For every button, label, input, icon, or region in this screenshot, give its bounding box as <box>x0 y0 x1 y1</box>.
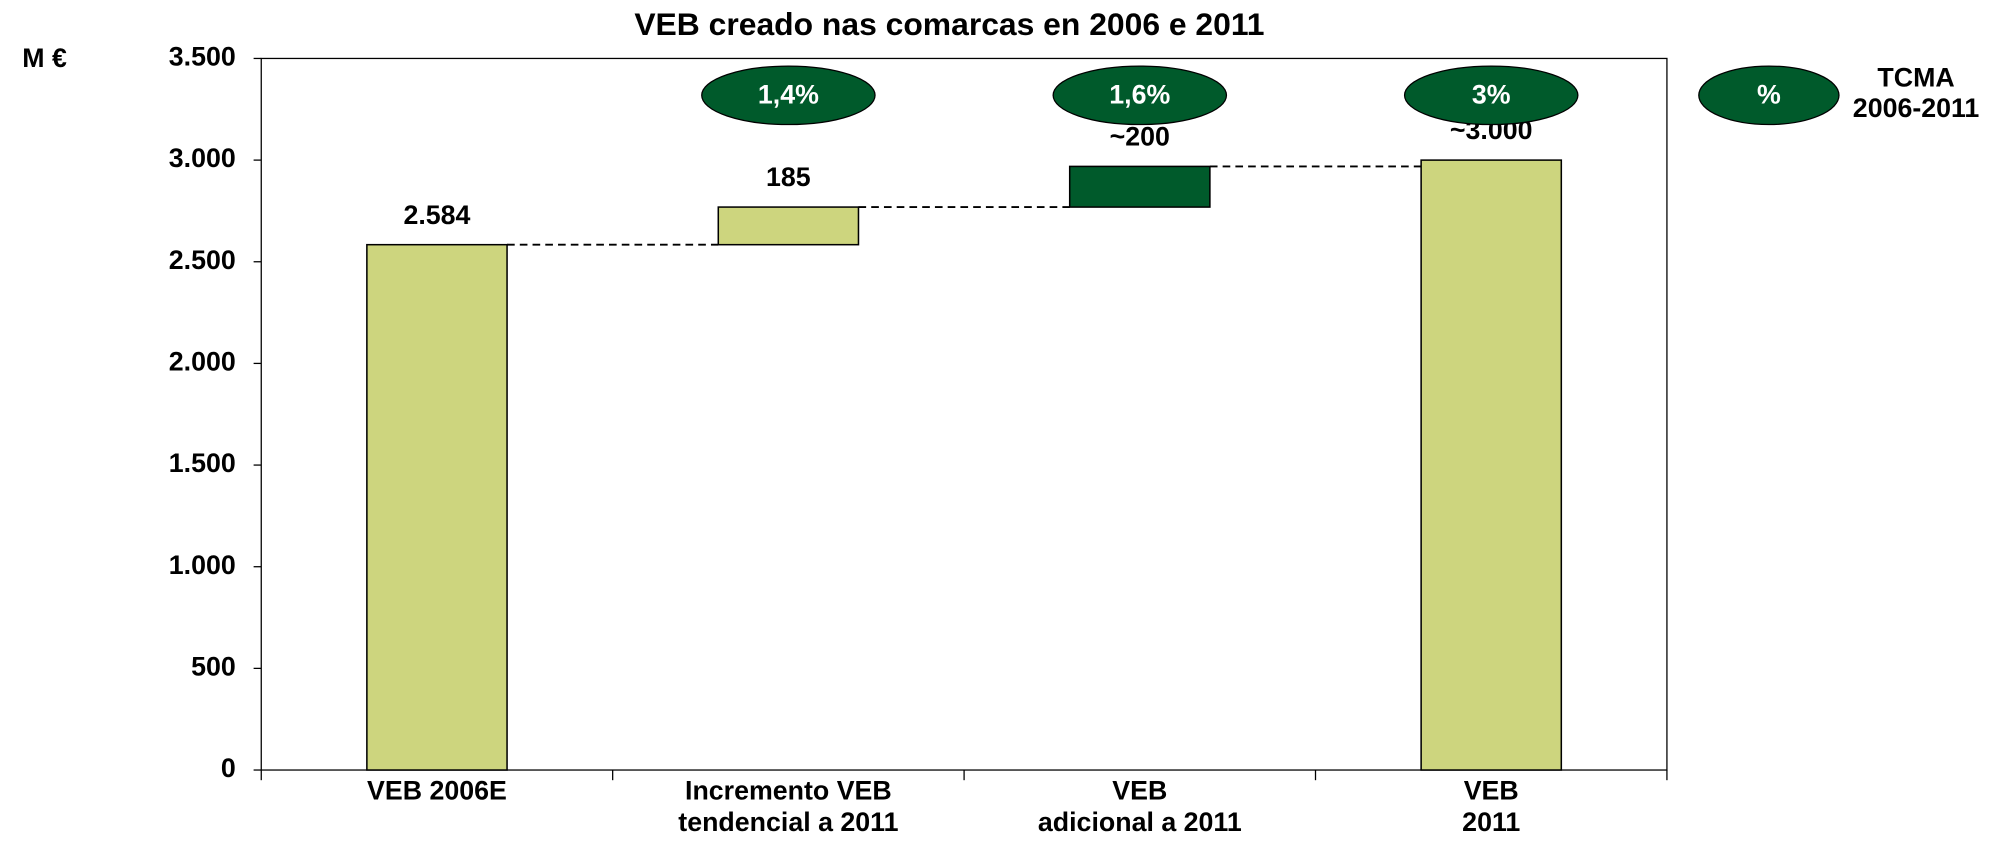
value-label: 185 <box>766 162 811 192</box>
x-label-box: Incremento VEB tendencial a 2011 <box>678 776 899 838</box>
x-tick-label: Incremento VEB tendencial a 2011 <box>678 776 899 838</box>
x-tick-label: VEB 2011 <box>1462 776 1521 838</box>
growth-badge <box>1403 65 1579 126</box>
x-label-box: VEB 2006E <box>367 776 507 806</box>
y-tick-label: 500 <box>191 651 236 681</box>
legend-label-box: TCMA 2006-2011 <box>1852 63 1980 124</box>
bar <box>717 206 860 246</box>
growth-label: 3% <box>1472 80 1511 110</box>
y-tick-label: 2.000 <box>169 347 236 377</box>
y-tick-label: 0 <box>221 753 236 783</box>
unit-label: M € <box>22 43 67 73</box>
bar <box>1068 165 1211 208</box>
growth-label: 1,6% <box>1109 80 1170 110</box>
chart-title: VEB creado nas comarcas en 2006 e 2011 <box>634 6 1264 42</box>
y-tick-label: 3.500 <box>169 42 236 72</box>
legend-symbol: % <box>1757 80 1781 110</box>
x-tick-label: VEB adicional a 2011 <box>1037 776 1242 838</box>
growth-label: 1,4% <box>758 80 819 110</box>
y-tick-label: 1.500 <box>169 448 236 478</box>
value-label: 2.584 <box>403 200 470 230</box>
y-tick-label: 1.000 <box>169 550 236 580</box>
bar <box>366 243 508 771</box>
x-label-box: VEB adicional a 2011 <box>1037 776 1242 838</box>
x-label-box: VEB 2011 <box>1462 776 1521 838</box>
growth-badge <box>701 65 876 126</box>
legend-badge <box>1698 65 1840 126</box>
y-tick-label: 2.500 <box>169 245 236 275</box>
x-tick-label: VEB 2006E <box>367 776 507 806</box>
bar <box>1420 159 1563 771</box>
legend-label: TCMA 2006-2011 <box>1852 63 1980 124</box>
growth-badge <box>1052 65 1228 126</box>
y-tick-label: 3.000 <box>169 143 236 173</box>
value-label: ~200 <box>1110 122 1170 152</box>
